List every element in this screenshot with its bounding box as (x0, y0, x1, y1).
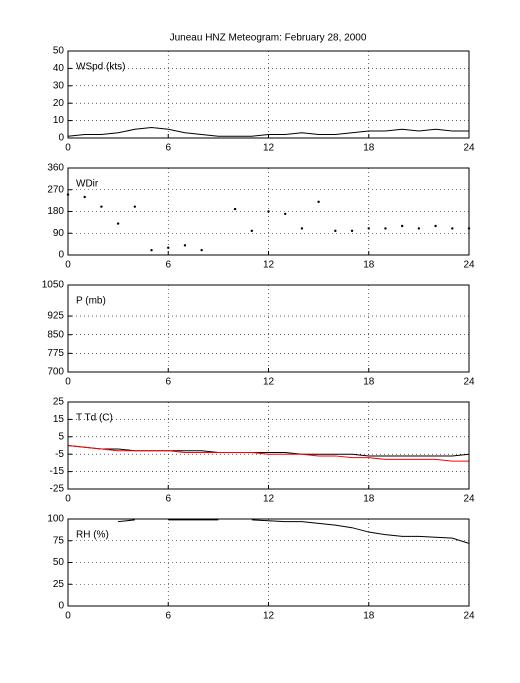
x-tick-label: 0 (65, 611, 71, 622)
x-tick-label: 0 (65, 377, 71, 388)
x-tick-label: 18 (363, 494, 375, 505)
x-tick-label: 6 (165, 611, 171, 622)
data-point (100, 205, 103, 208)
y-axis-label: WDir (76, 179, 99, 190)
x-tick-label: 18 (363, 377, 375, 388)
y-tick-label: 30 (53, 80, 65, 91)
y-tick-label: 100 (47, 514, 64, 525)
data-line (251, 519, 470, 544)
y-tick-label: 270 (47, 184, 64, 195)
y-tick-label: 40 (53, 63, 65, 74)
x-tick-label: 24 (463, 143, 475, 154)
y-tick-label: 5 (58, 431, 64, 442)
data-point (317, 200, 320, 204)
data-point (183, 244, 187, 247)
data-point (250, 229, 253, 233)
x-tick-label: 24 (463, 494, 475, 505)
y-tick-label: 15 (53, 414, 65, 425)
x-tick-label: 18 (363, 611, 375, 622)
x-tick-label: 0 (65, 260, 71, 271)
data-point (300, 227, 304, 230)
data-point (400, 224, 404, 228)
y-tick-label: 90 (53, 228, 65, 239)
data-point (167, 246, 170, 249)
axes-frame (67, 167, 470, 256)
y-tick-label: 850 (47, 329, 64, 340)
data-point (284, 212, 287, 216)
data-point (233, 207, 237, 211)
data-point (334, 229, 337, 233)
y-tick-label: 25 (53, 579, 65, 590)
chart-title: Juneau HNZ Meteogram: February 28, 2000 (170, 33, 367, 44)
x-tick-label: 6 (165, 143, 171, 154)
y-tick-label: 25 (53, 397, 65, 408)
data-line (118, 519, 135, 523)
y-tick-label: -15 (50, 466, 65, 477)
data-point (83, 195, 86, 199)
x-tick-label: 12 (263, 260, 275, 271)
axes-frame (67, 284, 470, 373)
data-point (350, 229, 354, 233)
y-tick-label: 0 (58, 601, 64, 612)
x-tick-label: 18 (363, 143, 375, 154)
y-tick-label: -25 (50, 484, 65, 495)
y-tick-label: 50 (53, 46, 65, 57)
data-point (116, 222, 120, 225)
y-tick-label: 10 (53, 115, 65, 126)
x-tick-label: 24 (463, 260, 475, 271)
x-tick-label: 6 (165, 377, 171, 388)
x-tick-label: 18 (363, 260, 375, 271)
plot-area (68, 285, 469, 372)
x-tick-label: 12 (263, 494, 275, 505)
y-axis-label: WSpd (kts) (76, 62, 125, 73)
y-axis-label: P (mb) (76, 296, 106, 307)
y-tick-label: 0 (58, 250, 64, 261)
y-tick-label: -5 (55, 449, 64, 460)
data-line (67, 445, 469, 462)
y-tick-label: 775 (47, 348, 64, 359)
x-tick-label: 12 (263, 611, 275, 622)
y-tick-label: 180 (47, 206, 64, 217)
data-point (367, 227, 370, 230)
axes-frame (67, 401, 470, 490)
x-tick-label: 12 (263, 143, 275, 154)
x-tick-label: 12 (263, 377, 275, 388)
y-tick-label: 0 (58, 133, 64, 144)
plot-area (68, 51, 469, 138)
y-tick-label: 75 (53, 535, 65, 546)
x-tick-label: 24 (463, 377, 475, 388)
data-point (200, 248, 203, 252)
x-tick-label: 0 (65, 494, 71, 505)
data-point (384, 227, 387, 230)
y-tick-label: 20 (53, 98, 65, 109)
y-axis-label: T Td (C) (76, 413, 113, 424)
y-axis-label: RH (%) (76, 530, 109, 541)
y-tick-label: 50 (53, 557, 65, 568)
data-point (267, 210, 270, 213)
data-line (67, 127, 469, 137)
y-tick-label: 1050 (42, 280, 65, 291)
data-point (451, 227, 454, 230)
y-tick-label: 700 (47, 367, 64, 378)
x-tick-label: 6 (165, 494, 171, 505)
axes-frame (67, 518, 470, 607)
data-point (150, 248, 153, 252)
data-point (133, 205, 137, 208)
x-tick-label: 24 (463, 611, 475, 622)
axes-frame (67, 50, 470, 139)
plot-area (68, 402, 469, 489)
data-point (417, 227, 421, 230)
x-tick-label: 0 (65, 143, 71, 154)
x-tick-label: 6 (165, 260, 171, 271)
data-point (434, 224, 437, 228)
y-tick-label: 925 (47, 311, 64, 322)
y-tick-label: 360 (47, 163, 64, 174)
